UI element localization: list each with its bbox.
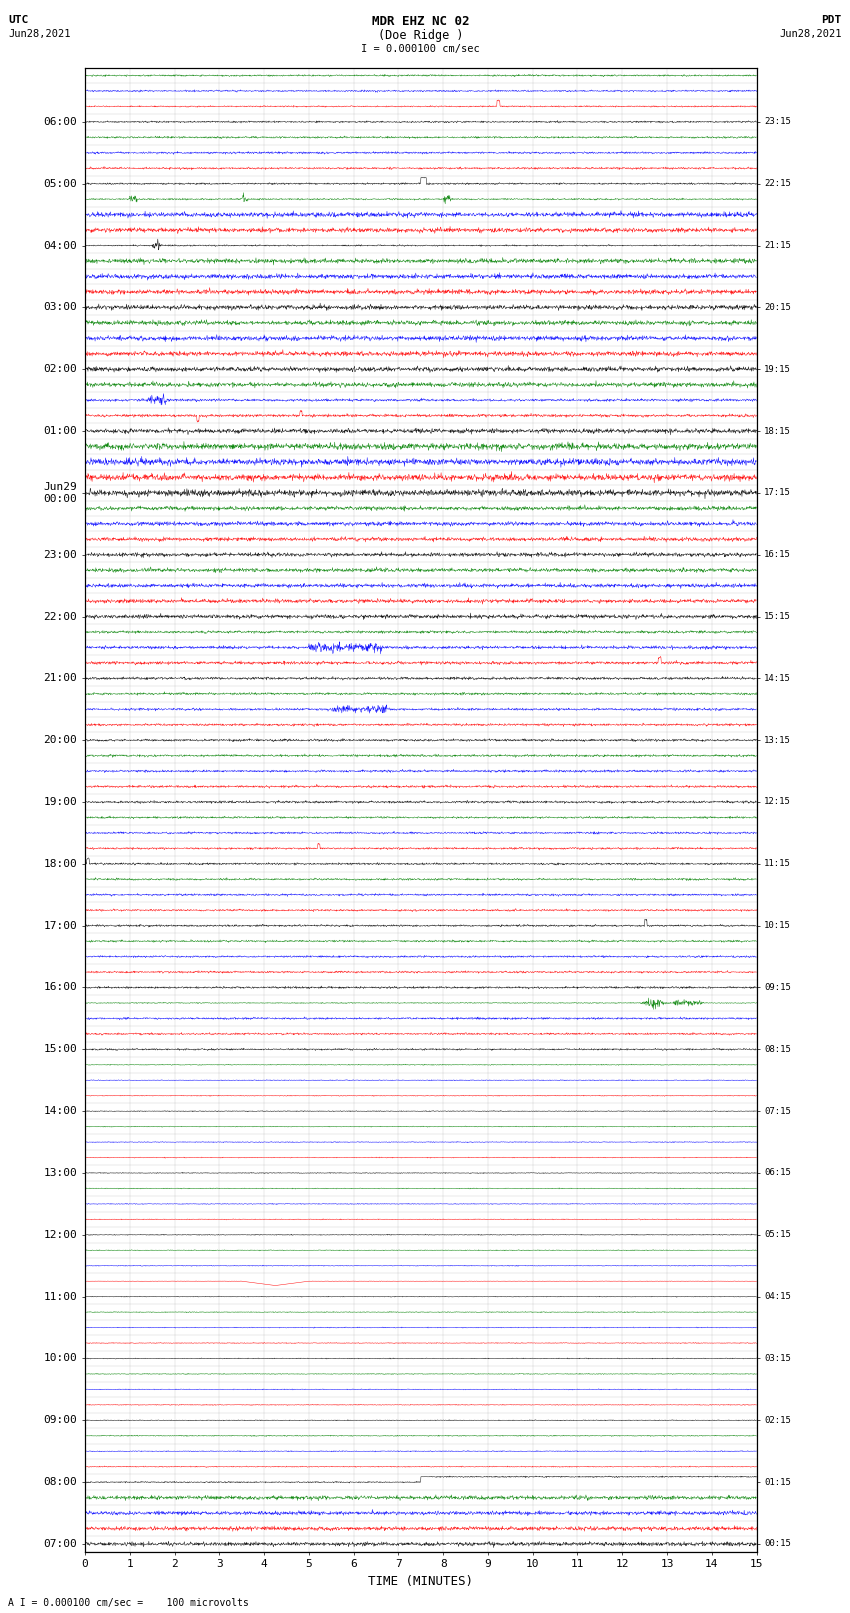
Text: (Doe Ridge ): (Doe Ridge ) <box>378 29 463 42</box>
Text: I = 0.000100 cm/sec: I = 0.000100 cm/sec <box>361 44 480 53</box>
Text: Jun28,2021: Jun28,2021 <box>779 29 842 39</box>
Text: UTC: UTC <box>8 15 29 24</box>
Text: Jun28,2021: Jun28,2021 <box>8 29 71 39</box>
Text: PDT: PDT <box>821 15 842 24</box>
Text: A I = 0.000100 cm/sec =    100 microvolts: A I = 0.000100 cm/sec = 100 microvolts <box>8 1598 249 1608</box>
Text: MDR EHZ NC 02: MDR EHZ NC 02 <box>372 15 469 27</box>
X-axis label: TIME (MINUTES): TIME (MINUTES) <box>368 1574 473 1587</box>
